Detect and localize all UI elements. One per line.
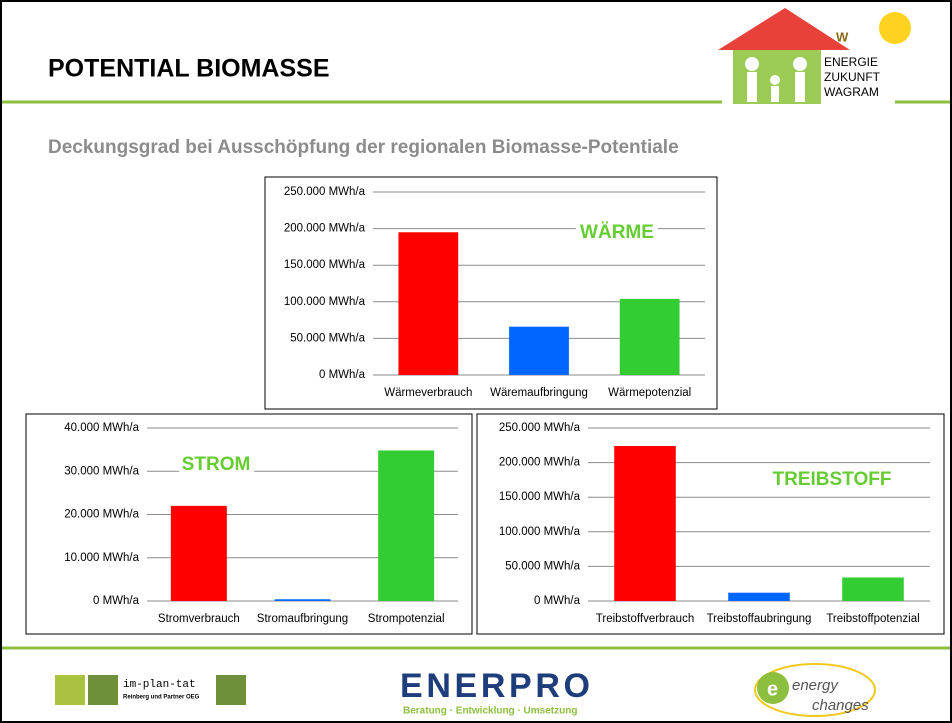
logo-text: energy xyxy=(792,677,839,694)
subtitle: Deckungsgrad bei Ausschöpfung der region… xyxy=(48,137,679,158)
x-tick-label: Stromverbrauch xyxy=(158,613,240,625)
x-tick-label: Stromaufbringung xyxy=(257,613,348,625)
x-tick-label: Treibstoffverbrauch xyxy=(596,613,694,625)
y-tick-label: 150.000 MWh/a xyxy=(284,259,366,271)
svg-text:e: e xyxy=(767,678,778,700)
bar xyxy=(274,599,331,601)
x-tick-label: Wäremaufbringung xyxy=(490,387,588,399)
bar xyxy=(378,450,435,601)
y-tick-label: 50.000 MWh/a xyxy=(290,332,365,344)
logo-text: im-plan-tat xyxy=(123,679,196,691)
logo-text: WAGRAM xyxy=(824,85,879,99)
chart-frame xyxy=(264,176,718,410)
x-tick-label: Wärmeverbrauch xyxy=(384,387,472,399)
bar xyxy=(728,592,790,601)
annotation: STROM xyxy=(182,454,251,475)
chart-frame xyxy=(25,413,473,635)
slide-title: POTENTIAL BIOMASSE xyxy=(48,55,330,83)
bar xyxy=(509,326,569,375)
y-tick-label: 250.000 MWh/a xyxy=(284,186,366,198)
y-tick-label: 0 MWh/a xyxy=(534,595,581,607)
y-tick-label: 200.000 MWh/a xyxy=(284,223,366,235)
logo-text: ZUKUNFT xyxy=(824,70,881,84)
logo-text: changes xyxy=(812,697,869,714)
y-tick-label: 20.000 MWh/a xyxy=(64,509,139,521)
enerpro-logo: ENERPRO Beratung · Entwicklung · Umsetzu… xyxy=(400,667,590,717)
y-tick-label: 250.000 MWh/a xyxy=(499,422,581,434)
x-tick-label: Treibstoffpotenzial xyxy=(826,613,919,625)
chart-frame xyxy=(476,413,945,635)
y-tick-label: 150.000 MWh/a xyxy=(499,491,581,503)
y-tick-label: 200.000 MWh/a xyxy=(499,457,581,469)
logo-text: ENERGIE xyxy=(824,55,878,69)
y-tick-label: 100.000 MWh/a xyxy=(499,526,581,538)
house-logo: W ENERGIE ZUKUNFT WAGRAM xyxy=(718,8,911,104)
x-tick-label: Treibstoffaubringung xyxy=(707,613,812,625)
bar xyxy=(842,577,904,601)
implantat-logo: im-plan-tat Reinberg und Partner OEG xyxy=(55,675,246,705)
annotation: TREIBSTOFF xyxy=(773,469,892,490)
x-tick-label: Wärmepotenzial xyxy=(608,387,691,399)
logo-text: Reinberg und Partner OEG xyxy=(123,695,200,701)
energychanges-logo: e energy changes xyxy=(754,663,876,717)
bar xyxy=(398,232,459,375)
y-tick-label: 100.000 MWh/a xyxy=(284,296,366,308)
y-tick-label: 10.000 MWh/a xyxy=(64,552,139,564)
logo-text: Beratung · Entwicklung · Umsetzung xyxy=(403,706,577,717)
bar xyxy=(614,445,676,601)
annotation: WÄRME xyxy=(580,222,654,243)
y-tick-label: 50.000 MWh/a xyxy=(505,560,580,572)
y-tick-label: 0 MWh/a xyxy=(319,369,366,381)
logo-text: ENERPRO xyxy=(400,667,590,705)
svg-text:W: W xyxy=(836,29,849,44)
x-tick-label: Strompotenzial xyxy=(368,613,445,625)
y-tick-label: 0 MWh/a xyxy=(93,595,140,607)
y-tick-label: 40.000 MWh/a xyxy=(64,422,139,434)
bar xyxy=(170,505,227,601)
y-tick-label: 30.000 MWh/a xyxy=(64,465,139,477)
bar xyxy=(619,298,680,375)
